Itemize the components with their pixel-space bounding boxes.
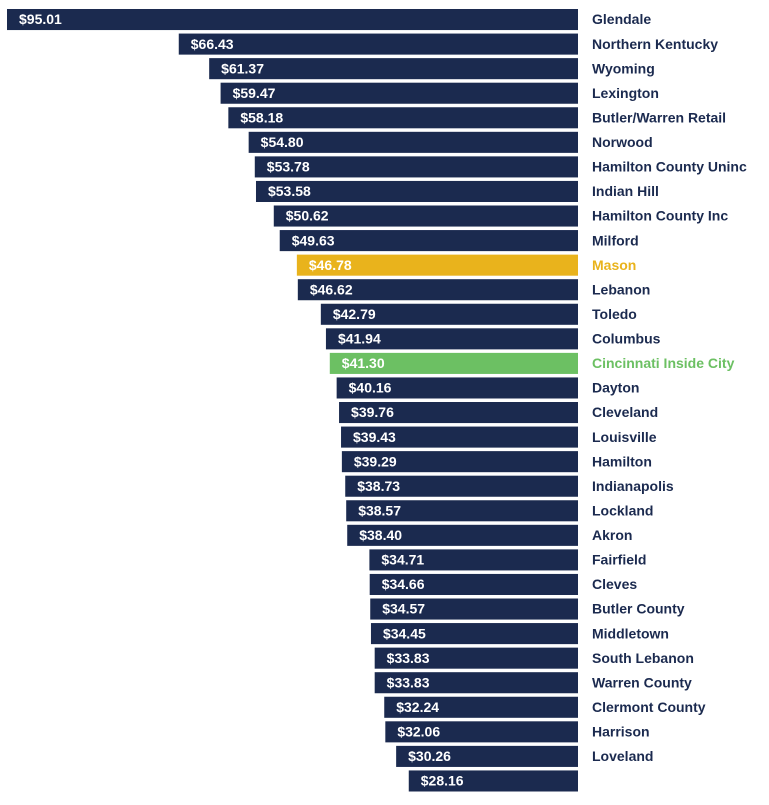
category-label: Wyoming [592, 60, 655, 76]
category-label: South Lebanon [592, 650, 694, 666]
category-label: Mason [592, 257, 636, 273]
category-label: Hamilton County Inc [592, 208, 728, 224]
value-label: $38.40 [359, 527, 402, 543]
category-label: Indian Hill [592, 183, 659, 199]
category-label: Fairfield [592, 552, 646, 568]
bar [320, 303, 578, 325]
value-label: $38.73 [357, 478, 400, 494]
bar [279, 230, 578, 252]
category-label: Warren County [592, 674, 692, 690]
category-label: Loveland [592, 748, 653, 764]
value-label: $49.63 [292, 232, 335, 248]
category-label: Louisville [592, 429, 657, 445]
category-label: Lexington [592, 85, 659, 101]
value-label: $40.16 [349, 380, 392, 396]
bar [329, 352, 578, 374]
value-label: $53.78 [267, 159, 310, 175]
bar [336, 377, 578, 399]
category-label: Northern Kentucky [592, 36, 718, 52]
bar [220, 82, 579, 104]
category-label: Lebanon [592, 281, 650, 297]
bar [396, 745, 578, 767]
category-label: Milford [592, 232, 639, 248]
category-label: Hamilton [592, 453, 652, 469]
category-label: Hamilton County Uninc [592, 159, 747, 175]
category-label: Butler/Warren Retail [592, 109, 726, 125]
value-label: $61.37 [221, 60, 264, 76]
category-label: Toledo [592, 306, 637, 322]
value-label: $28.16 [421, 773, 464, 789]
value-label: $30.26 [408, 748, 451, 764]
bar [325, 328, 578, 350]
bar [296, 254, 578, 276]
category-label: Middletown [592, 625, 669, 641]
value-label: $32.06 [397, 724, 440, 740]
value-label: $41.30 [342, 355, 385, 371]
value-label: $59.47 [233, 85, 276, 101]
value-label: $34.45 [383, 625, 426, 641]
bar [345, 475, 578, 497]
value-label: $33.83 [387, 650, 430, 666]
value-label: $34.57 [382, 601, 425, 617]
category-label: Cleves [592, 576, 637, 592]
bar [370, 623, 578, 645]
value-label: $39.43 [353, 429, 396, 445]
bar [384, 696, 578, 718]
category-label: Butler County [592, 601, 685, 617]
value-label: $41.94 [338, 331, 381, 347]
bar [228, 107, 578, 129]
category-label: Columbus [592, 331, 661, 347]
category-label: Dayton [592, 380, 639, 396]
category-label: Norwood [592, 134, 653, 150]
value-label: $58.18 [240, 109, 283, 125]
value-label: $32.24 [396, 699, 439, 715]
bar [374, 672, 578, 694]
bar [347, 524, 578, 546]
bar [370, 598, 578, 620]
bar [248, 131, 578, 153]
bar [369, 549, 578, 571]
bar [255, 180, 578, 202]
bar [273, 205, 578, 227]
category-label: Akron [592, 527, 632, 543]
value-label: $46.62 [310, 281, 353, 297]
value-label: $34.66 [382, 576, 425, 592]
category-label: Lockland [592, 502, 653, 518]
value-label: $54.80 [261, 134, 304, 150]
bar [297, 279, 578, 301]
bar [341, 426, 578, 448]
value-label: $46.78 [309, 257, 352, 273]
bar [209, 58, 578, 80]
bar [369, 573, 578, 595]
category-label: Cincinnati Inside City [592, 355, 735, 371]
category-label: Indianapolis [592, 478, 674, 494]
category-label: Clermont County [592, 699, 706, 715]
bar [385, 721, 578, 743]
category-label: Cleveland [592, 404, 658, 420]
bar [374, 647, 578, 669]
value-label: $50.62 [286, 208, 329, 224]
value-label: $53.58 [268, 183, 311, 199]
value-label: $39.29 [354, 453, 397, 469]
value-label: $95.01 [19, 11, 62, 27]
value-label: $38.57 [358, 502, 401, 518]
value-label: $42.79 [333, 306, 376, 322]
bar [408, 770, 578, 792]
category-label: Glendale [592, 11, 651, 27]
bar [7, 9, 578, 31]
value-label: $34.71 [381, 552, 424, 568]
bar [254, 156, 579, 178]
bar [339, 402, 578, 424]
bar [178, 33, 578, 55]
category-label: Harrison [592, 724, 650, 740]
value-label: $66.43 [191, 36, 234, 52]
value-label: $33.83 [387, 674, 430, 690]
bar [346, 500, 578, 522]
value-label: $39.76 [351, 404, 394, 420]
bar [341, 451, 578, 473]
